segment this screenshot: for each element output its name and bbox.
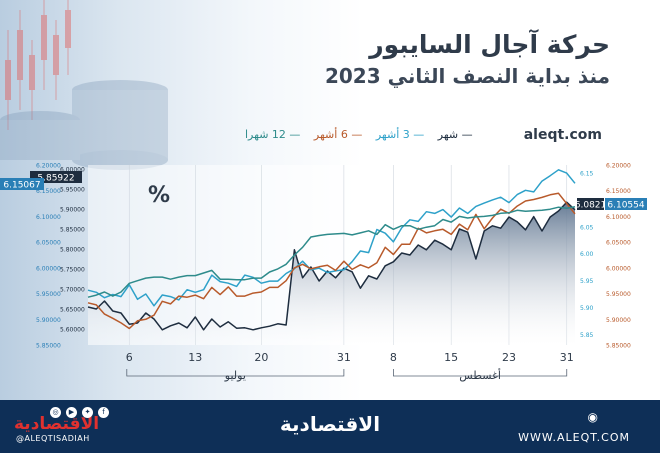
svg-text:6.15067: 6.15067 bbox=[3, 181, 40, 191]
website-icon: ◉ bbox=[587, 410, 598, 424]
month-bracket bbox=[126, 369, 345, 377]
callout-leftmost-top: 6.15067 bbox=[0, 178, 44, 191]
axis-rightmost: 5.85000 5.90000 5.95000 6.00000 6.05000 6.100… bbox=[606, 163, 631, 350]
axis-tick-label: 6.20000 bbox=[606, 163, 631, 170]
axis-tick-label: 6.15 bbox=[580, 171, 594, 178]
twitter-icon[interactable]: ✦ bbox=[82, 407, 93, 418]
axis-tick-label: 5.90 bbox=[580, 305, 594, 312]
axis-tick-label: 5.75000 bbox=[60, 267, 85, 274]
axis-tick-label: 6.05 bbox=[580, 224, 594, 231]
axis-tick-label: 6.00000 bbox=[606, 265, 631, 272]
axis-tick-label: 6.00000 bbox=[36, 265, 61, 272]
decorative-background bbox=[0, 0, 168, 170]
axis-left: 5.60000 5.65000 5.70000 5.75000 5.80000 5.850… bbox=[60, 167, 85, 334]
footer-logo-center: الاقتصادية bbox=[279, 412, 381, 436]
social-handle: @ALEQTISADIAH bbox=[16, 434, 90, 443]
month-bracket bbox=[393, 369, 568, 377]
axis-tick-label: 6.10000 bbox=[606, 214, 631, 221]
month-label: أغسطس bbox=[459, 368, 501, 382]
axis-right: 5.855.905.956.006.056.106.15 bbox=[580, 171, 594, 339]
line-chart: 5.85000 5.90000 5.95000 6.00000 6.05000 6.100… bbox=[0, 163, 647, 382]
x-tick-label: 15 bbox=[444, 351, 458, 364]
svg-text:6.10554: 6.10554 bbox=[607, 201, 644, 211]
x-tick-label: 20 bbox=[254, 351, 268, 364]
axis-tick-label: 6.20000 bbox=[36, 163, 61, 170]
axis-leftmost: 5.85000 5.90000 5.95000 6.00000 6.05000 6.100… bbox=[36, 163, 61, 350]
axis-tick-label: 5.90000 bbox=[36, 317, 61, 324]
axis-tick-label: 5.95000 bbox=[60, 187, 85, 194]
series-line-1 bbox=[87, 169, 576, 307]
axis-tick-label: 5.95000 bbox=[606, 291, 631, 298]
axis-tick-label: 5.80000 bbox=[60, 247, 85, 254]
axis-tick-label: 6.05000 bbox=[606, 240, 631, 247]
x-tick-label: 23 bbox=[502, 351, 516, 364]
area-fill bbox=[88, 202, 575, 345]
instagram-icon[interactable]: ◎ bbox=[50, 407, 61, 418]
series-line-0 bbox=[87, 201, 576, 331]
axis-tick-label: 6.05000 bbox=[36, 240, 61, 247]
x-tick-label: 6 bbox=[126, 351, 133, 364]
axis-tick-label: 5.85 bbox=[580, 332, 594, 339]
axis-tick-label: 5.85000 bbox=[60, 227, 85, 234]
month-label: يوليو bbox=[224, 369, 246, 382]
series-lines bbox=[87, 169, 576, 331]
axis-tick-label: 5.95000 bbox=[36, 291, 61, 298]
chart-subtitle: منذ بداية النصف الثاني 2023 bbox=[324, 64, 610, 88]
axis-tick-label: 6.15000 bbox=[606, 188, 631, 195]
x-tick-label: 13 bbox=[188, 351, 202, 364]
axis-tick-label: 5.70000 bbox=[60, 287, 85, 294]
axis-tick-label: 6.00 bbox=[580, 251, 594, 258]
series-line-3 bbox=[87, 205, 576, 298]
x-axis-ticks: 6 13 20 31 8 15 23 31 bbox=[126, 351, 574, 364]
x-tick-label: 31 bbox=[337, 351, 351, 364]
area-1m bbox=[88, 202, 575, 345]
youtube-icon[interactable]: ▶ bbox=[66, 407, 77, 418]
axis-tick-label: 5.85000 bbox=[606, 343, 631, 350]
axis-tick-label: 5.95 bbox=[580, 278, 594, 285]
x-tick-label: 31 bbox=[560, 351, 574, 364]
legend-6m: — 6 أشهر bbox=[313, 128, 363, 141]
legend-1m: — شهر bbox=[437, 128, 473, 141]
axis-tick-label: 5.90000 bbox=[606, 317, 631, 324]
facebook-icon[interactable]: f bbox=[98, 407, 109, 418]
site-url[interactable]: aleqt.com bbox=[523, 127, 602, 143]
axis-tick-label: 6.10000 bbox=[36, 214, 61, 221]
footer-bar bbox=[0, 400, 660, 453]
series-line-2 bbox=[87, 192, 576, 330]
footer-website[interactable]: WWW.ALEQT.COM bbox=[518, 431, 630, 444]
callout-right-end: 6.0821 bbox=[575, 198, 607, 211]
axis-tick-label: 5.85000 bbox=[36, 343, 61, 350]
svg-text:6.0821: 6.0821 bbox=[575, 201, 607, 211]
svg-text:5.85922: 5.85922 bbox=[37, 174, 74, 184]
axis-tick-label: 6.15000 bbox=[36, 188, 61, 195]
axis-tick-label: 5.65000 bbox=[60, 307, 85, 314]
chart-title: حركة آجال السايبور bbox=[369, 30, 610, 59]
percent-label: % bbox=[148, 183, 170, 208]
x-tick-label: 8 bbox=[390, 351, 397, 364]
axis-tick-label: 6.00000 bbox=[60, 167, 85, 174]
legend-12m: — 12 شهرا bbox=[245, 128, 301, 141]
legend-3m: — 3 أشهر bbox=[375, 128, 425, 141]
axis-tick-label: 5.60000 bbox=[60, 327, 85, 334]
axis-tick-label: 5.90000 bbox=[60, 207, 85, 214]
footer-logo-left: الاقتصادية bbox=[14, 414, 100, 434]
callout-rightmost-end: 6.10554 bbox=[605, 198, 647, 211]
chart-legend: — شهر — 3 أشهر — 6 أشهر — 12 شهرا bbox=[235, 128, 473, 141]
month-brackets: يوليو أغسطس bbox=[126, 368, 568, 382]
